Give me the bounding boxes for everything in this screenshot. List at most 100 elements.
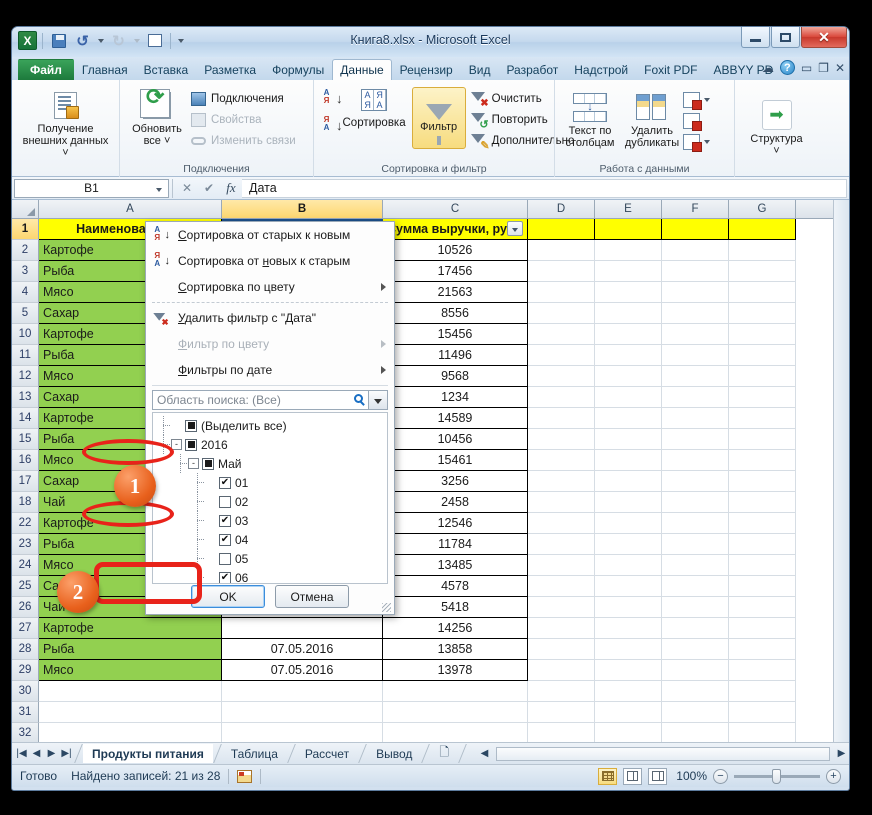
prev-sheet-icon[interactable]: ◀: [32, 748, 41, 759]
checkbox-partial[interactable]: [185, 438, 197, 451]
customize-qat-icon[interactable]: [176, 30, 186, 51]
accept-entry-icon[interactable]: ✔: [203, 181, 215, 195]
cell-d5[interactable]: [528, 303, 595, 324]
cell-c11[interactable]: 11496: [383, 345, 528, 366]
cell-c16[interactable]: 15461: [383, 450, 528, 471]
cell-f5[interactable]: [662, 303, 729, 324]
expander-icon[interactable]: -: [188, 458, 199, 469]
checkbox-checked[interactable]: ✔: [219, 533, 231, 546]
filter-search-input[interactable]: Область поиска: (Все): [152, 390, 369, 410]
chevron-down-icon[interactable]: [156, 187, 162, 192]
page-layout-icon[interactable]: [623, 767, 642, 785]
outline-button[interactable]: ➡ Структура ˅: [739, 95, 814, 157]
ok-button[interactable]: OK: [191, 585, 265, 608]
checkbox-partial[interactable]: [202, 457, 214, 470]
checkbox-checked[interactable]: ✔: [219, 571, 231, 583]
tab-addins[interactable]: Надстрой: [574, 63, 629, 77]
tab-review[interactable]: Рецензир: [399, 63, 453, 77]
menu-clear-filter[interactable]: Удалить фильтр с "Дата": [146, 305, 394, 331]
cell-d1[interactable]: [528, 219, 595, 240]
cell-c30[interactable]: [383, 681, 528, 702]
row-header-15[interactable]: 15: [12, 429, 39, 450]
first-sheet-icon[interactable]: |◀: [16, 748, 27, 759]
cell-b30[interactable]: [222, 681, 383, 702]
data-validation-button[interactable]: [683, 89, 710, 110]
cell-c3[interactable]: 17456: [383, 261, 528, 282]
cell-c13[interactable]: 1234: [383, 387, 528, 408]
row-header-2[interactable]: 2: [12, 240, 39, 261]
tab-insert[interactable]: Вставка: [143, 63, 189, 77]
cell-c28[interactable]: 13858: [383, 639, 528, 660]
cell-d14[interactable]: [528, 408, 595, 429]
row-header-23[interactable]: 23: [12, 534, 39, 555]
column-header-g[interactable]: G: [729, 200, 796, 218]
get-external-data-button[interactable]: Получение внешних данных ˅: [20, 85, 112, 159]
cell-f24[interactable]: [662, 555, 729, 576]
consolidate-button[interactable]: [683, 110, 710, 131]
cell-c2[interactable]: 10526: [383, 240, 528, 261]
insert-function-icon[interactable]: fx: [226, 180, 236, 195]
cell-c5[interactable]: 8556: [383, 303, 528, 324]
minimize-ribbon-icon[interactable]: ▭: [800, 60, 813, 75]
quick-print-icon[interactable]: [144, 30, 165, 51]
column-header-e[interactable]: E: [595, 200, 662, 218]
resize-grip[interactable]: [382, 603, 391, 612]
name-box[interactable]: B1: [14, 178, 169, 198]
checkbox-unchecked[interactable]: [219, 495, 231, 508]
cell-d26[interactable]: [528, 597, 595, 618]
insert-sheet-icon[interactable]: 🗋: [439, 745, 450, 759]
row-header-28[interactable]: 28: [12, 639, 39, 660]
tab-data[interactable]: Данные: [332, 59, 392, 80]
last-sheet-icon[interactable]: ▶|: [61, 748, 72, 759]
cell-a27[interactable]: Картофе: [39, 618, 222, 639]
remove-duplicates-button[interactable]: Удалить дубликаты: [621, 87, 683, 149]
cell-c25[interactable]: 4578: [383, 576, 528, 597]
cell-b27[interactable]: [222, 618, 383, 639]
edit-links-button[interactable]: Изменить связи: [190, 130, 296, 151]
cell-d22[interactable]: [528, 513, 595, 534]
horizontal-scrollbar[interactable]: [496, 746, 830, 761]
cell-b31[interactable]: [222, 702, 383, 723]
menu-filter-by-color[interactable]: Фильтр по цвету: [146, 331, 394, 357]
filter-tree-item-май[interactable]: - Май: [157, 454, 387, 473]
vertical-scrollbar[interactable]: [833, 200, 849, 742]
cell-f17[interactable]: [662, 471, 729, 492]
cell-c26[interactable]: 5418: [383, 597, 528, 618]
cell-f31[interactable]: [662, 702, 729, 723]
cell-c31[interactable]: [383, 702, 528, 723]
row-header-13[interactable]: 13: [12, 387, 39, 408]
sort-ascending-button[interactable]: А Я ↓: [323, 88, 343, 106]
cell-f32[interactable]: [662, 723, 729, 742]
cell-d24[interactable]: [528, 555, 595, 576]
cell-d10[interactable]: [528, 324, 595, 345]
expander-icon[interactable]: -: [171, 439, 182, 450]
cell-f25[interactable]: [662, 576, 729, 597]
filter-tree-item-04[interactable]: ✔ 04: [157, 530, 387, 549]
chevron-down-icon[interactable]: [704, 97, 710, 102]
cell-f15[interactable]: [662, 429, 729, 450]
cell-f18[interactable]: [662, 492, 729, 513]
undo-icon[interactable]: ↺: [76, 32, 89, 50]
tab-foxit-pdf[interactable]: Foxit PDF: [644, 63, 698, 77]
cell-e3[interactable]: [595, 261, 662, 282]
cell-e11[interactable]: [595, 345, 662, 366]
text-to-columns-button[interactable]: ↓ Текст по столбцам: [559, 87, 621, 149]
cell-a30[interactable]: [39, 681, 222, 702]
close-window-icon[interactable]: ✕: [834, 60, 845, 75]
cell-d15[interactable]: [528, 429, 595, 450]
cell-e22[interactable]: [595, 513, 662, 534]
cell-d12[interactable]: [528, 366, 595, 387]
cancel-entry-icon[interactable]: ✕: [181, 181, 193, 195]
cell-c27[interactable]: 14256: [383, 618, 528, 639]
cell-e26[interactable]: [595, 597, 662, 618]
cell-a32[interactable]: [39, 723, 222, 742]
cell-e25[interactable]: [595, 576, 662, 597]
what-if-button[interactable]: [683, 131, 710, 152]
filter-tree-item-05[interactable]: 05: [157, 549, 387, 568]
menu-sort-oldest[interactable]: А Я ↓ Сортировка от старых к новым: [146, 222, 394, 248]
cell-d4[interactable]: [528, 282, 595, 303]
cell-g5[interactable]: [729, 303, 796, 324]
sheet-tab-tablica[interactable]: Таблица: [230, 746, 278, 761]
cell-g4[interactable]: [729, 282, 796, 303]
checkbox-unchecked[interactable]: [219, 552, 231, 565]
